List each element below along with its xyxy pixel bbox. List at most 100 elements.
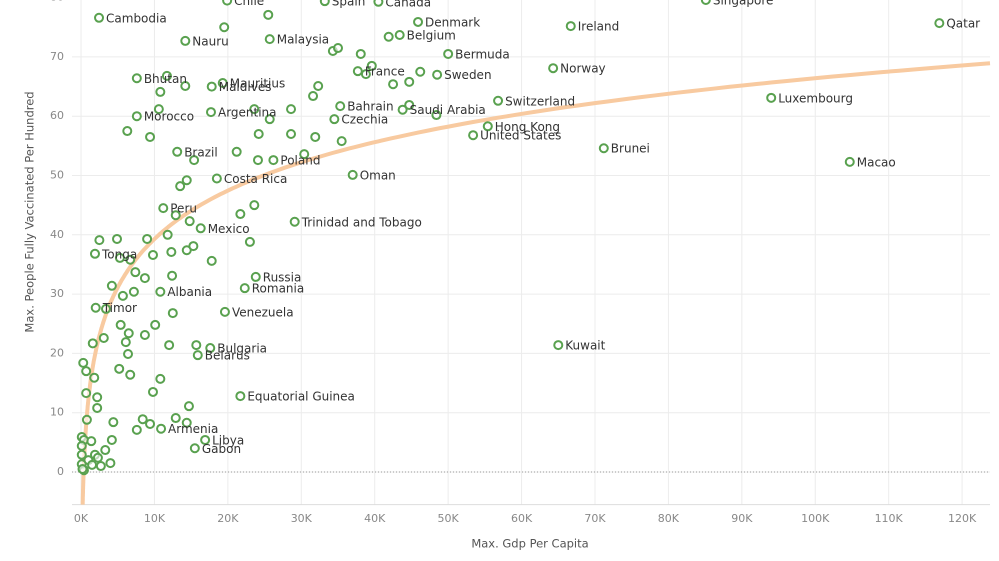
- x-tick-label: 120K: [948, 512, 977, 525]
- point: [189, 155, 200, 166]
- point: [139, 273, 150, 284]
- point: [310, 131, 321, 142]
- point: [167, 270, 178, 281]
- point-label: Equatorial Guinea: [247, 390, 355, 404]
- point-label: Russia: [263, 270, 302, 284]
- point: [373, 0, 384, 7]
- point: [139, 330, 150, 341]
- point-label: Tonga: [101, 247, 137, 261]
- point-label: Costa Rica: [224, 172, 287, 186]
- point: [180, 35, 191, 46]
- point: [100, 303, 111, 314]
- point-label: Romania: [252, 282, 304, 296]
- point-label: Peru: [170, 202, 197, 216]
- point: [565, 21, 576, 32]
- point: [766, 92, 777, 103]
- point: [335, 101, 346, 112]
- point-label: Luxembourg: [778, 91, 853, 105]
- point: [219, 22, 230, 33]
- point: [286, 129, 297, 140]
- point-label: Saudi Arabia: [410, 103, 486, 117]
- point: [188, 241, 199, 252]
- point: [170, 210, 181, 221]
- point: [239, 283, 250, 294]
- y-axis-title: Max. People Fully Vaccinated Per Hundred: [23, 91, 37, 332]
- point-label: Ireland: [578, 20, 620, 34]
- point: [112, 233, 123, 244]
- y-tick-label: 70: [50, 50, 64, 63]
- point: [200, 434, 211, 445]
- point: [404, 99, 415, 110]
- point-label: Norway: [560, 62, 606, 76]
- point-label: Nauru: [192, 34, 228, 48]
- point-label: Sweden: [444, 68, 491, 82]
- point: [553, 340, 564, 351]
- point: [352, 66, 363, 77]
- point: [145, 418, 156, 429]
- point: [192, 350, 203, 361]
- point-label: Canada: [385, 0, 431, 9]
- point: [383, 31, 394, 42]
- point: [76, 440, 87, 451]
- point: [388, 79, 399, 90]
- point: [128, 286, 139, 297]
- point: [76, 449, 87, 460]
- point: [92, 402, 103, 413]
- point: [235, 209, 246, 220]
- point: [250, 271, 261, 282]
- point: [244, 236, 255, 247]
- point: [313, 80, 324, 91]
- x-tick-label: 10K: [144, 512, 166, 525]
- point: [81, 388, 92, 399]
- point: [125, 369, 136, 380]
- point: [162, 229, 173, 240]
- point-label: Bhutan: [144, 72, 187, 86]
- point: [86, 436, 97, 447]
- point-label: Kuwait: [565, 339, 605, 353]
- x-tick-label: 0K: [74, 512, 89, 525]
- point: [482, 121, 493, 132]
- x-tick-label: 110K: [875, 512, 904, 525]
- point-label: Trinidad and Tobago: [301, 215, 422, 229]
- point: [219, 306, 230, 317]
- point: [184, 216, 195, 227]
- point-label: Oman: [360, 168, 396, 182]
- point: [115, 319, 126, 330]
- point: [142, 233, 153, 244]
- point: [167, 308, 178, 319]
- point: [105, 458, 116, 469]
- point: [394, 29, 405, 40]
- point-label: Macao: [857, 155, 896, 169]
- point: [263, 9, 274, 20]
- point: [81, 414, 92, 425]
- point: [87, 459, 98, 470]
- point-label: Albania: [167, 285, 212, 299]
- point: [397, 104, 408, 115]
- point: [114, 363, 125, 374]
- x-tick-label: 70K: [584, 512, 606, 525]
- point: [205, 107, 216, 118]
- trend-line: [80, 61, 991, 505]
- point: [413, 16, 424, 27]
- point: [222, 0, 233, 6]
- point: [211, 173, 222, 184]
- point: [147, 386, 158, 397]
- point-label: Czechia: [341, 113, 388, 127]
- point: [443, 48, 454, 59]
- y-tick-label: 40: [50, 228, 64, 241]
- point: [299, 149, 310, 160]
- point-label: Chile: [234, 0, 264, 8]
- point: [235, 391, 246, 402]
- point: [333, 43, 344, 54]
- point-label: Cambodia: [106, 11, 167, 25]
- x-axis-title: Max. Gdp Per Capita: [471, 537, 588, 551]
- point: [161, 70, 172, 81]
- point: [249, 104, 260, 115]
- x-tick-label: 20K: [217, 512, 239, 525]
- point: [355, 48, 366, 59]
- y-tick-label: 60: [50, 109, 64, 122]
- point: [155, 286, 166, 297]
- point: [78, 357, 89, 368]
- point: [347, 169, 358, 180]
- point: [172, 146, 183, 157]
